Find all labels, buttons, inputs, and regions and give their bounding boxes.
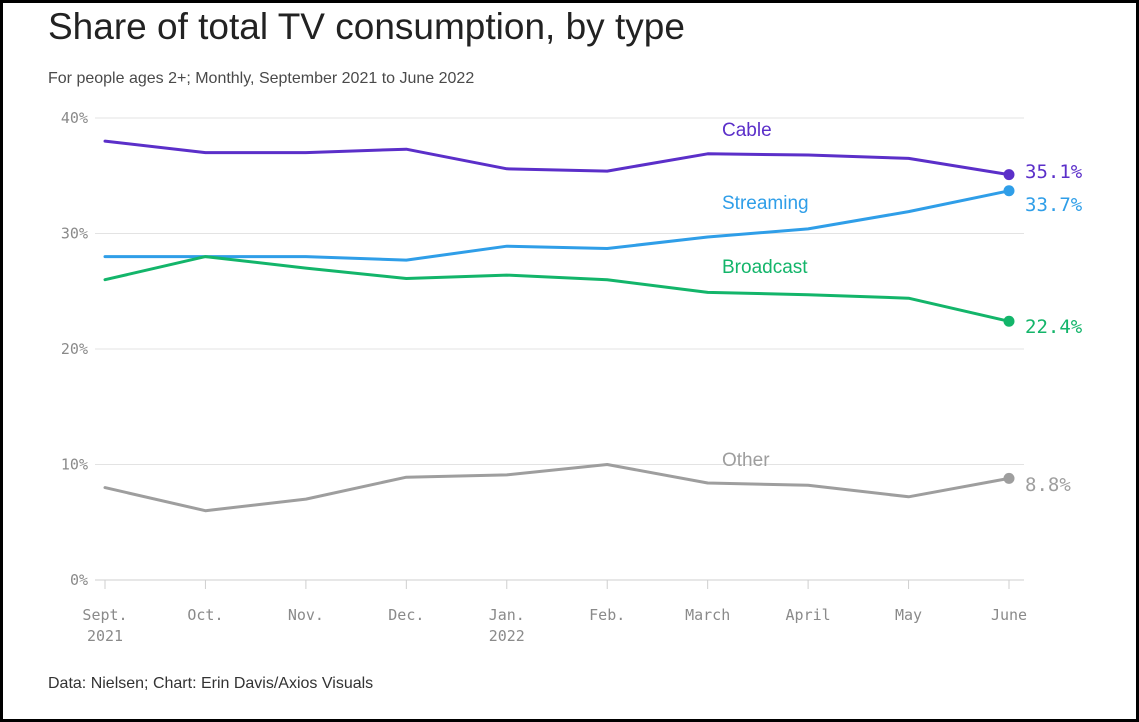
series-label-broadcast: Broadcast bbox=[722, 257, 808, 278]
chart-subtitle: For people ages 2+; Monthly, September 2… bbox=[48, 70, 475, 87]
y-tick-label: 20% bbox=[61, 340, 88, 358]
y-tick-label: 10% bbox=[61, 456, 88, 474]
series-line-cable bbox=[103, 139, 1011, 177]
end-value-label-streaming: 33.7% bbox=[1025, 194, 1083, 216]
series-end-point-broadcast bbox=[1003, 315, 1015, 327]
x-tick-label: June bbox=[991, 606, 1027, 624]
series-label-cable: Cable bbox=[722, 120, 772, 141]
series-end-point-cable bbox=[1003, 169, 1015, 181]
series-line-other bbox=[103, 463, 1011, 513]
series-end-point-other bbox=[1003, 472, 1015, 484]
end-value-label-broadcast: 22.4% bbox=[1025, 316, 1083, 338]
x-tick-label: Sept. 2021 bbox=[82, 606, 127, 645]
y-tick-label: 30% bbox=[61, 225, 88, 243]
series-label-streaming: Streaming bbox=[722, 193, 809, 214]
series-line-broadcast bbox=[103, 255, 1011, 323]
x-tick-label: Dec. bbox=[388, 606, 424, 624]
x-tick-label: April bbox=[786, 606, 831, 624]
end-value-label-other: 8.8% bbox=[1025, 474, 1071, 496]
series-end-point-streaming bbox=[1003, 185, 1015, 197]
y-tick-label: 40% bbox=[61, 109, 88, 127]
x-tick-label: Jan. 2022 bbox=[489, 606, 525, 645]
chart-title: Share of total TV consumption, by type bbox=[48, 6, 685, 47]
series-line-streaming bbox=[103, 189, 1011, 262]
y-tick-label: 0% bbox=[70, 571, 88, 589]
x-tick-label: May bbox=[895, 606, 922, 624]
x-tick-label: March bbox=[685, 606, 730, 624]
source-note: Data: Nielsen; Chart: Erin Davis/Axios V… bbox=[48, 675, 374, 692]
end-value-label-cable: 35.1% bbox=[1025, 161, 1083, 183]
series-label-other: Other bbox=[722, 450, 770, 471]
x-tick-label: Oct. bbox=[187, 606, 223, 624]
x-tick-label: Nov. bbox=[288, 606, 324, 624]
x-tick-label: Feb. bbox=[589, 606, 625, 624]
